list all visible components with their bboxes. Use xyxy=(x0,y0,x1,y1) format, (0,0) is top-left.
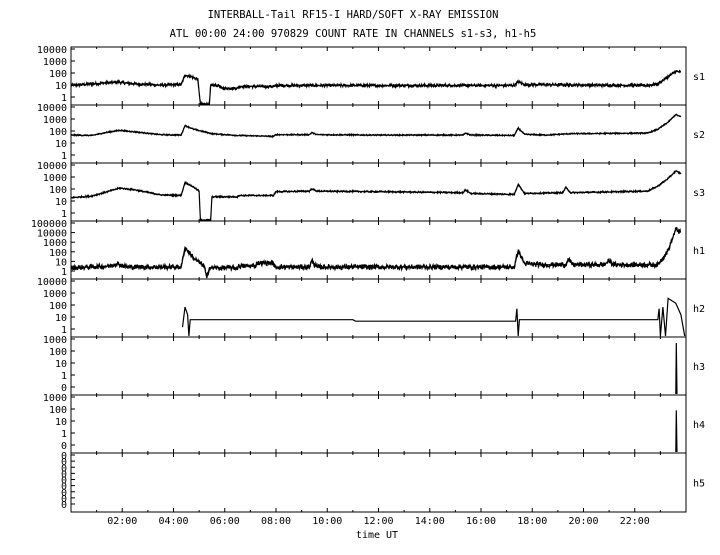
channel-label-s2: s2 xyxy=(693,130,705,141)
y-tick-label-h1: 1 xyxy=(61,267,67,278)
y-tick-label-s1: 10000 xyxy=(37,45,67,56)
x-axis-label: time UT xyxy=(356,530,398,541)
y-tick-label-s2: 10000 xyxy=(37,103,67,114)
x-tick-label: 12:00 xyxy=(363,516,393,527)
data-trace-s2 xyxy=(70,113,682,139)
x-tick-label: 16:00 xyxy=(466,516,496,527)
y-tick-label-h3: 1 xyxy=(61,371,67,382)
y-tick-label-h1: 10 xyxy=(55,257,67,268)
channel-label-h5: h5 xyxy=(693,479,705,490)
y-tick-label-h4: 100 xyxy=(49,405,67,416)
channel-label-s1: s1 xyxy=(693,72,705,83)
y-tick-label-h2: 1 xyxy=(61,325,67,336)
y-tick-label-s3: 1000 xyxy=(43,173,67,184)
chart-subtitle: ATL 00:00 24:00 970829 COUNT RATE IN CHA… xyxy=(170,28,537,40)
y-tick-label-s1: 10 xyxy=(55,81,67,92)
panel-frame-h4 xyxy=(70,394,687,454)
y-tick-label-s3: 10000 xyxy=(37,161,67,172)
y-tick-label-h1: 100 xyxy=(49,248,67,259)
x-tick-label: 10:00 xyxy=(312,516,342,527)
channel-label-h1: h1 xyxy=(693,246,705,257)
y-tick-label-h3: 100 xyxy=(49,347,67,358)
y-tick-label-h5: 0 xyxy=(61,457,67,468)
y-tick-label-s3: 1 xyxy=(61,209,67,220)
y-tick-label-h5: 0 xyxy=(61,488,67,499)
y-tick-label-h4: 0 xyxy=(61,441,67,452)
y-tick-label-h1: 1000 xyxy=(43,238,67,249)
data-trace-s1 xyxy=(70,69,681,105)
data-trace-h4 xyxy=(675,410,678,453)
panel-frame-s1 xyxy=(70,46,687,106)
x-tick-label: 14:00 xyxy=(415,516,445,527)
data-trace-h2 xyxy=(181,297,686,337)
y-tick-label-s2: 100 xyxy=(49,127,67,138)
y-tick-label-s1: 100 xyxy=(49,69,67,80)
x-tick-label: 02:00 xyxy=(107,516,137,527)
panel-frame-h3 xyxy=(70,336,687,396)
y-tick-label-h1: 10000 xyxy=(37,229,67,240)
panel-frame-h5 xyxy=(70,452,687,513)
y-tick-label-h5: 0 xyxy=(61,500,67,511)
y-tick-label-h4: 1000 xyxy=(43,393,67,404)
data-trace-h3 xyxy=(675,342,678,395)
x-tick-label: 06:00 xyxy=(210,516,240,527)
channel-label-h3: h3 xyxy=(693,362,705,373)
y-tick-label-s1: 1000 xyxy=(43,57,67,68)
y-tick-label-s3: 10 xyxy=(55,197,67,208)
x-tick-label: 04:00 xyxy=(158,516,188,527)
y-tick-label-h3: 10 xyxy=(55,359,67,370)
channel-label-h4: h4 xyxy=(693,420,705,431)
y-tick-label-s2: 1 xyxy=(61,151,67,162)
panels-group: s1100001000100101s2100001000100101s31000… xyxy=(31,45,705,527)
y-tick-label-h2: 100 xyxy=(49,301,67,312)
y-tick-label-h5: 0 xyxy=(61,469,67,480)
panel-frame-h2 xyxy=(70,278,687,338)
data-trace-h1 xyxy=(70,226,682,279)
channel-label-h2: h2 xyxy=(693,304,705,315)
y-tick-label-h1: 100000 xyxy=(31,219,67,230)
y-tick-label-h5: 0 xyxy=(61,476,67,487)
y-tick-label-h5: 0 xyxy=(61,494,67,505)
y-tick-label-h2: 10000 xyxy=(37,277,67,288)
channel-label-s3: s3 xyxy=(693,188,705,199)
y-tick-label-h5: 0 xyxy=(61,482,67,493)
y-tick-label-h2: 1000 xyxy=(43,289,67,300)
x-tick-label: 08:00 xyxy=(261,516,291,527)
y-tick-label-h3: 1000 xyxy=(43,335,67,346)
y-tick-label-s2: 1000 xyxy=(43,115,67,126)
panel-frame-h1 xyxy=(70,220,687,280)
x-tick-label: 22:00 xyxy=(620,516,650,527)
y-tick-label-h3: 0 xyxy=(61,383,67,394)
y-tick-label-h5: 0 xyxy=(61,451,67,462)
y-tick-label-h4: 10 xyxy=(55,417,67,428)
y-tick-label-s3: 100 xyxy=(49,185,67,196)
y-tick-label-s2: 10 xyxy=(55,139,67,150)
x-tick-label: 20:00 xyxy=(568,516,598,527)
y-tick-label-h5: 0 xyxy=(61,463,67,474)
y-tick-label-h2: 10 xyxy=(55,313,67,324)
y-tick-label-h4: 1 xyxy=(61,429,67,440)
chart-title: INTERBALL-Tail RF15-I HARD/SOFT X-RAY EM… xyxy=(208,9,499,21)
y-tick-label-s1: 1 xyxy=(61,93,67,104)
x-tick-label: 18:00 xyxy=(517,516,547,527)
data-trace-s3 xyxy=(70,170,682,222)
